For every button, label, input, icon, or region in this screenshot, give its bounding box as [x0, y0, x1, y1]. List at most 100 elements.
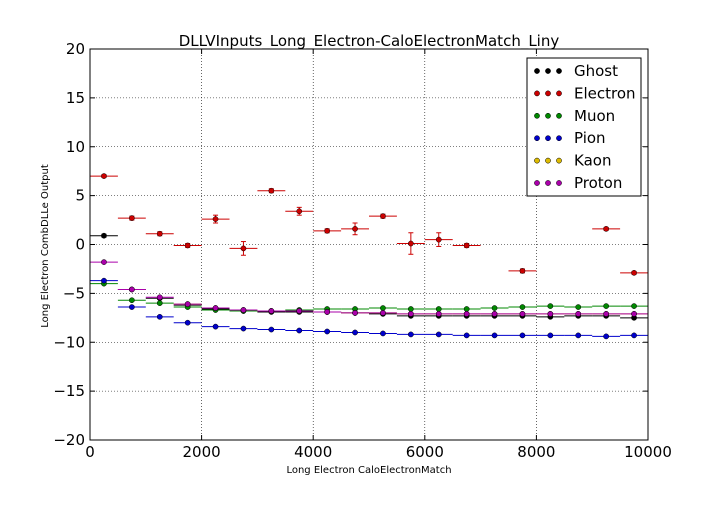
data-point: [603, 311, 610, 317]
legend-marker: [534, 112, 540, 119]
legend-marker: [556, 112, 562, 119]
legend-marker: [545, 135, 551, 142]
legend-label: Proton: [574, 174, 622, 192]
legend: Ghost Electron Muon Pion Kaon Proton: [526, 57, 642, 197]
data-point: [296, 308, 303, 314]
y-tick-label: 10: [66, 138, 85, 156]
y-tick-label: 0: [75, 236, 85, 254]
axis-ticks: 0 2000 4000 6000 8000 10000 −20 −15 −10 −5 0 5 10 15 2…: [53, 40, 672, 461]
data-point: [547, 332, 554, 339]
y-tick-label: −10: [53, 333, 85, 351]
data-point: [435, 331, 442, 338]
data-point: [547, 303, 554, 309]
y-axis-label: Long Electron CombDLLe Output: [40, 164, 51, 328]
data-point: [380, 305, 386, 311]
data-point: [101, 232, 107, 239]
data-point: [491, 332, 498, 339]
y-tick-label: 20: [66, 40, 85, 58]
data-point: [296, 327, 303, 334]
legend-label: Electron: [574, 84, 636, 102]
data-point: [519, 268, 526, 274]
legend-marker: [534, 90, 540, 97]
x-tick-label: 0: [85, 443, 95, 461]
data-point: [212, 305, 219, 311]
data-point: [156, 230, 163, 237]
legend-marker: [545, 68, 551, 74]
x-axis-label: Long Electron CaloElectronMatch: [286, 465, 451, 476]
data-point: [435, 236, 442, 243]
series-electron: [90, 173, 648, 276]
data-point: [408, 306, 414, 312]
data-point: [408, 311, 414, 317]
data-point: [631, 332, 637, 339]
data-point: [296, 208, 303, 215]
y-tick-label: −20: [53, 431, 85, 449]
legend-marker: [534, 180, 540, 186]
legend-item-kaon: Kaon: [534, 152, 611, 170]
data-point: [184, 301, 191, 307]
legend-marker: [545, 157, 551, 164]
data-point: [184, 242, 191, 249]
data-point: [631, 303, 637, 309]
legend-item-electron: Electron: [534, 84, 636, 102]
y-tick-label: −15: [53, 382, 85, 400]
series-layer: [90, 173, 648, 340]
data-point: [491, 305, 498, 311]
x-tick-label: 8000: [517, 443, 555, 461]
legend-item-pion: Pion: [534, 129, 606, 147]
data-point: [575, 311, 582, 317]
data-point: [408, 331, 414, 338]
data-point: [101, 277, 107, 284]
data-point: [129, 297, 135, 304]
data-point: [519, 332, 526, 339]
legend-marker: [545, 90, 551, 97]
data-point: [324, 309, 330, 315]
series-pion: [90, 277, 648, 340]
data-point: [631, 269, 637, 276]
data-point: [603, 333, 610, 340]
y-tick-label: 5: [75, 187, 85, 205]
data-point: [129, 286, 135, 293]
data-point: [463, 242, 470, 249]
data-point: [435, 306, 442, 312]
data-point: [380, 213, 386, 220]
legend-marker: [545, 112, 551, 119]
data-point: [491, 311, 498, 317]
data-point: [240, 245, 247, 252]
data-point: [156, 300, 163, 306]
data-point: [380, 310, 386, 316]
legend-marker: [556, 180, 562, 186]
legend-marker: [545, 180, 551, 186]
legend-label: Kaon: [574, 152, 611, 170]
series-muon: [90, 280, 648, 314]
x-tick-label: 6000: [406, 443, 444, 461]
series-proton: [90, 259, 648, 317]
legend-marker: [534, 135, 540, 142]
data-point: [240, 325, 247, 332]
y-tick-label: −5: [63, 284, 85, 302]
legend-item-ghost: Ghost: [534, 62, 618, 80]
data-point: [463, 306, 470, 312]
data-point: [463, 332, 470, 339]
data-point: [463, 311, 470, 317]
data-point: [268, 187, 275, 194]
data-point: [603, 226, 610, 232]
data-point: [435, 311, 442, 317]
data-point: [212, 323, 219, 330]
legend-item-muon: Muon: [534, 107, 615, 125]
data-point: [352, 329, 358, 336]
data-point: [519, 311, 526, 317]
data-point: [212, 216, 219, 222]
legend-label: Ghost: [574, 62, 618, 80]
data-point: [184, 319, 191, 326]
data-point: [575, 332, 582, 339]
data-point: [268, 308, 275, 314]
legend-marker: [534, 68, 540, 74]
legend-marker: [534, 157, 540, 164]
data-point: [352, 226, 358, 232]
data-point: [575, 304, 582, 310]
x-tick-label: 4000: [294, 443, 332, 461]
legend-marker: [556, 157, 562, 164]
